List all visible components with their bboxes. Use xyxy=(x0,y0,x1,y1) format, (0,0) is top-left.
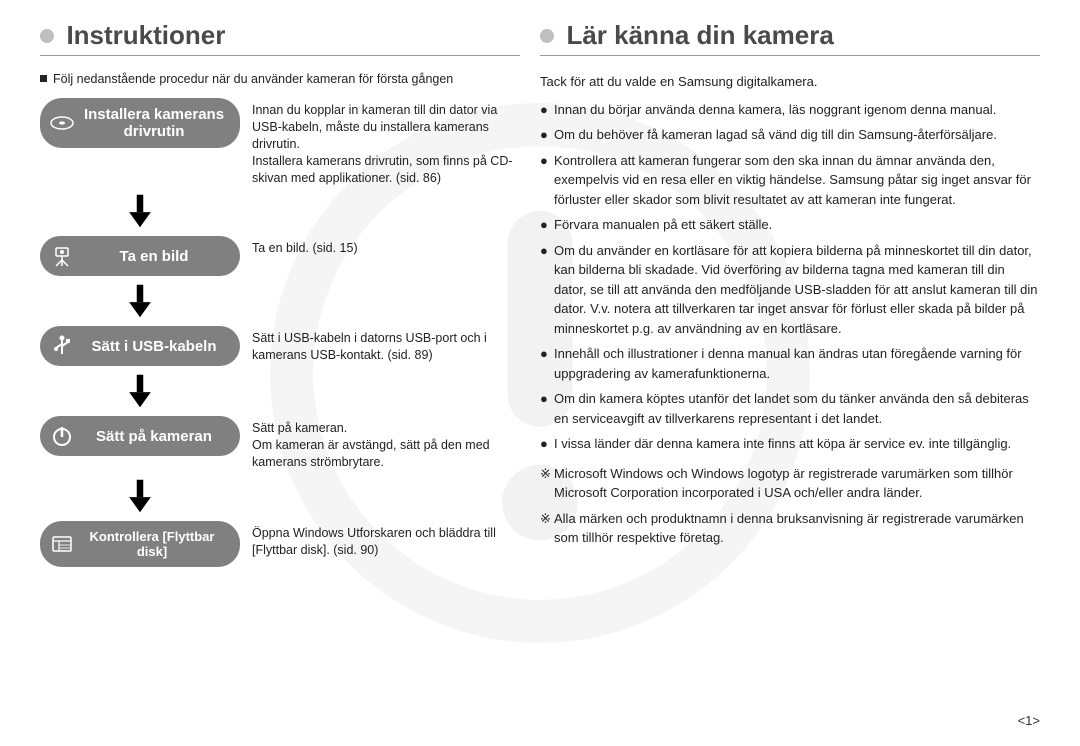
bullet-marker-icon: ● xyxy=(540,125,554,145)
arrow-down-icon xyxy=(127,479,153,513)
step-power-on: Sätt på kameran xyxy=(40,416,240,456)
usb-icon xyxy=(50,334,74,358)
bullet-text: Innehåll och illustrationer i denna manu… xyxy=(554,344,1040,383)
left-intro: Följ nedanstående procedur när du använd… xyxy=(40,72,520,86)
bullet-text: Kontrollera att kameran fungerar som den… xyxy=(554,151,1040,210)
right-column: Lär känna din kamera Tack för att du val… xyxy=(530,20,1050,736)
square-bullet-icon xyxy=(40,75,47,82)
footnote-marker-icon: ※ xyxy=(540,509,554,548)
bullet-marker-icon: ● xyxy=(540,344,554,383)
footnote-text: Microsoft Windows och Windows logotyp är… xyxy=(554,464,1040,503)
step-label: Ta en bild xyxy=(120,248,189,265)
right-intro: Tack för att du valde en Samsung digital… xyxy=(540,72,1040,92)
footnote-marker-icon: ※ xyxy=(540,464,554,503)
power-icon xyxy=(50,424,74,448)
step-row: Ta en bild Ta en bild. (sid. 15) xyxy=(40,236,520,276)
arrow-down-icon xyxy=(127,374,153,408)
footnotes: ※Microsoft Windows och Windows logotyp ä… xyxy=(540,464,1040,548)
bullet-text: I vissa länder där denna kamera inte fin… xyxy=(554,434,1040,454)
step-desc: Sätt på kameran.Om kameran är avstängd, … xyxy=(240,416,520,471)
step-label: Sätt på kameran xyxy=(96,428,212,445)
step-row: Kontrollera [Flyttbar disk] Öppna Window… xyxy=(40,521,520,567)
bullet-item: ●I vissa länder där denna kamera inte fi… xyxy=(540,434,1040,454)
bullet-item: ●Innehåll och illustrationer i denna man… xyxy=(540,344,1040,383)
bullet-text: Om du behöver få kameran lagad så vänd d… xyxy=(554,125,1040,145)
page-number: <1> xyxy=(1018,713,1040,728)
arrow xyxy=(40,374,240,408)
footnote-text: Alla märken och produktnamn i denna bruk… xyxy=(554,509,1040,548)
header-dot-icon xyxy=(540,29,554,43)
footnote-item: ※Microsoft Windows och Windows logotyp ä… xyxy=(540,464,1040,503)
step-row: Sätt i USB-kabeln Sätt i USB-kabeln i da… xyxy=(40,326,520,366)
bullet-marker-icon: ● xyxy=(540,151,554,210)
step-label: Sätt i USB-kabeln xyxy=(91,338,216,355)
left-intro-text: Följ nedanstående procedur när du använd… xyxy=(53,72,453,86)
bullet-marker-icon: ● xyxy=(540,100,554,120)
footnote-item: ※Alla märken och produktnamn i denna bru… xyxy=(540,509,1040,548)
bullet-item: ●Kontrollera att kameran fungerar som de… xyxy=(540,151,1040,210)
step-row: Installera kamerans drivrutin Innan du k… xyxy=(40,98,520,186)
left-title: Instruktioner xyxy=(66,20,225,51)
step-install-driver: Installera kamerans drivrutin xyxy=(40,98,240,148)
bullet-text: Förvara manualen på ett säkert ställe. xyxy=(554,215,1040,235)
right-title: Lär känna din kamera xyxy=(566,20,833,51)
step-check-disk: Kontrollera [Flyttbar disk] xyxy=(40,521,240,567)
bullet-item: ●Innan du börjar använda denna kamera, l… xyxy=(540,100,1040,120)
step-label: Installera kamerans drivrutin xyxy=(80,106,228,140)
arrow xyxy=(40,284,240,318)
right-header: Lär känna din kamera xyxy=(540,20,1040,56)
step-take-picture: Ta en bild xyxy=(40,236,240,276)
bullet-item: ●Om din kamera köptes utanför det landet… xyxy=(540,389,1040,428)
step-desc: Innan du kopplar in kameran till din dat… xyxy=(240,98,520,186)
cd-icon xyxy=(50,111,74,135)
step-insert-usb: Sätt i USB-kabeln xyxy=(40,326,240,366)
left-column: Instruktioner Följ nedanstående procedur… xyxy=(30,20,530,736)
camera-tripod-icon xyxy=(50,244,74,268)
step-row: Sätt på kameran Sätt på kameran.Om kamer… xyxy=(40,416,520,471)
arrow-down-icon xyxy=(127,194,153,228)
arrow xyxy=(40,479,240,513)
bullet-marker-icon: ● xyxy=(540,434,554,454)
bullet-text: Innan du börjar använda denna kamera, lä… xyxy=(554,100,1040,120)
explorer-icon xyxy=(50,532,74,556)
bullet-text: Om du använder en kortläsare för att kop… xyxy=(554,241,1040,339)
bullet-item: ●Om du behöver få kameran lagad så vänd … xyxy=(540,125,1040,145)
bullet-item: ●Om du använder en kortläsare för att ko… xyxy=(540,241,1040,339)
header-dot-icon xyxy=(40,29,54,43)
bullet-text: Om din kamera köptes utanför det landet … xyxy=(554,389,1040,428)
left-header: Instruktioner xyxy=(40,20,520,56)
bullet-item: ●Förvara manualen på ett säkert ställe. xyxy=(540,215,1040,235)
bullet-marker-icon: ● xyxy=(540,389,554,428)
step-desc: Öppna Windows Utforskaren och bläddra ti… xyxy=(240,521,520,559)
step-label: Kontrollera [Flyttbar disk] xyxy=(76,529,228,559)
step-desc: Sätt i USB-kabeln i datorns USB-port och… xyxy=(240,326,520,364)
step-desc: Ta en bild. (sid. 15) xyxy=(240,236,520,257)
bullet-marker-icon: ● xyxy=(540,215,554,235)
arrow-down-icon xyxy=(127,284,153,318)
right-body: Tack för att du valde en Samsung digital… xyxy=(540,72,1040,548)
bullet-marker-icon: ● xyxy=(540,241,554,339)
arrow xyxy=(40,194,240,228)
page: Instruktioner Följ nedanstående procedur… xyxy=(0,0,1080,746)
